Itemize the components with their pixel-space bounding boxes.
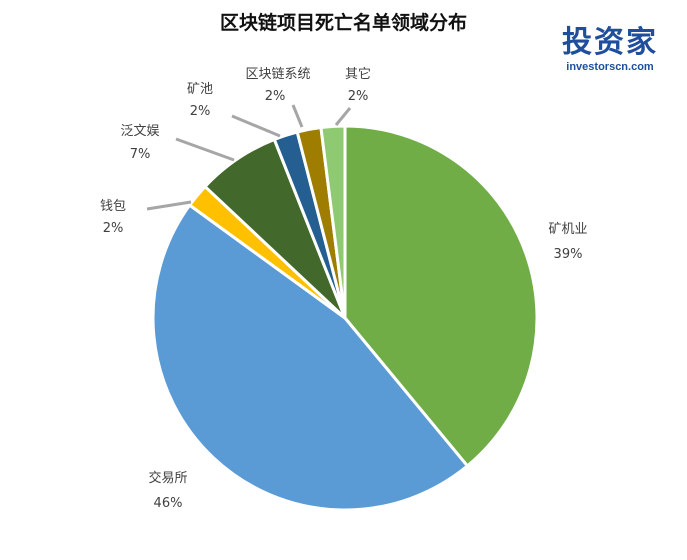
slice-name-label: 钱包 (100, 199, 126, 214)
pie-slice-1 (343, 124, 539, 468)
leader-line-7 (334, 107, 352, 126)
logo-url: investorscn.com (566, 61, 654, 73)
slice-value-label: 2% (265, 89, 286, 104)
investorscn-logo: 投资家 investorscn.com (545, 26, 675, 78)
slice-value-label: 2% (190, 104, 211, 119)
slice-value-label: 39% (554, 247, 583, 262)
slice-name-label: 矿机业 (548, 222, 587, 237)
leader-line-4 (175, 137, 235, 162)
logo-wordmark: 投资家 (562, 25, 658, 60)
slice-name-label: 矿池 (187, 82, 213, 97)
chart-title: 区块链项目死亡名单领域分布 (219, 12, 467, 34)
slice-value-label: 46% (154, 496, 183, 511)
leader-line-6 (291, 104, 304, 128)
slice-name-label: 其它 (345, 66, 371, 82)
slice-name-label: 泛文娱 (120, 124, 159, 139)
slice-name-label: 区块链系统 (245, 67, 310, 82)
pie-slice-7 (319, 124, 347, 320)
pie-slice-2 (151, 203, 469, 512)
slice-value-label: 2% (103, 221, 124, 236)
slice-name-label: 交易所 (148, 470, 187, 486)
slice-value-label: 2% (348, 89, 369, 104)
leader-line-5 (231, 114, 281, 138)
slice-value-label: 7% (130, 147, 151, 162)
leader-line-3 (146, 200, 192, 211)
